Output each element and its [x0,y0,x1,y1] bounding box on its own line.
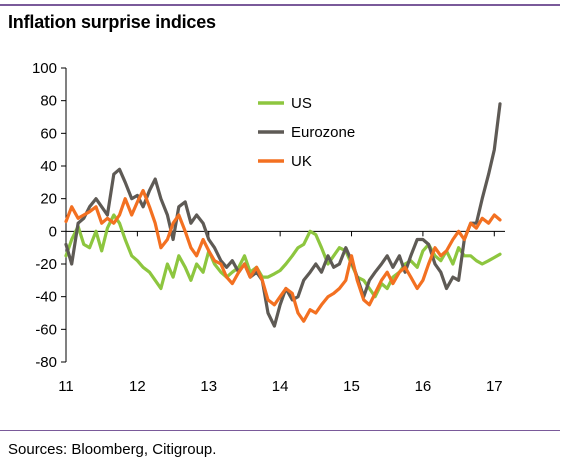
x-tick-label: 17 [486,378,503,395]
series-lines [64,102,502,328]
source-note: Sources: Bloomberg, Citigroup. [8,441,217,458]
x-tick-label: 14 [272,378,289,395]
legend-label: UK [291,153,312,170]
y-tick-label: -60 [35,321,57,338]
y-tick-label: 20 [40,191,57,208]
x-tick-label: 12 [129,378,146,395]
axes: -80 -60 -40 -20 0 20 40 60 80 100 11 12 13 14 15 16 17 [32,60,505,395]
y-tick-label: 60 [40,125,57,142]
series-line-uk [64,188,502,323]
bottom-rule [0,430,560,431]
x-tick-label: 13 [200,378,217,395]
series-line-us [64,213,502,299]
y-tick-label: 0 [49,223,57,240]
x-tick-label: 16 [415,378,432,395]
y-tick-label: 40 [40,158,57,175]
y-tick-label: -20 [35,256,57,273]
legend-label: US [291,95,312,112]
chart-title: Inflation surprise indices [8,12,216,32]
x-tick-label: 15 [343,378,360,395]
top-rule [0,4,560,6]
y-tick-label: 80 [40,93,57,110]
legend-label: Eurozone [291,124,355,141]
y-tick-label: -80 [35,354,57,371]
x-tick-label: 11 [58,378,74,395]
y-tick-label: -40 [35,289,57,306]
legend: US Eurozone UK [258,95,355,170]
y-tick-label: 100 [32,60,57,77]
